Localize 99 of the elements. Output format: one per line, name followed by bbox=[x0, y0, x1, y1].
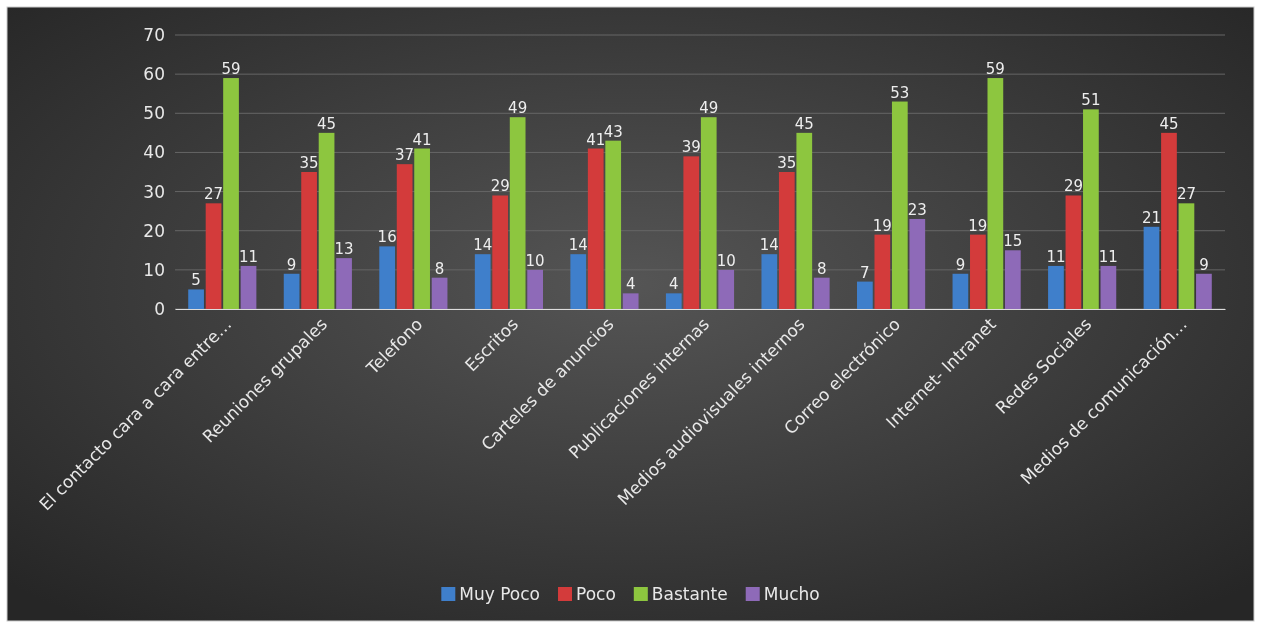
data-label: 10 bbox=[716, 251, 736, 270]
bar bbox=[587, 148, 604, 309]
bar bbox=[665, 293, 682, 309]
data-label: 9 bbox=[955, 255, 966, 274]
data-label: 59 bbox=[221, 60, 241, 79]
data-label: 8 bbox=[434, 259, 445, 278]
bar bbox=[1196, 273, 1212, 309]
bar bbox=[240, 265, 257, 309]
data-label: 19 bbox=[872, 216, 892, 235]
data-label: 45 bbox=[794, 114, 814, 133]
data-label: 14 bbox=[568, 236, 588, 255]
data-label: 45 bbox=[1159, 114, 1179, 133]
y-tick-label: 10 bbox=[143, 259, 165, 280]
bar bbox=[605, 140, 622, 309]
bar bbox=[970, 234, 986, 309]
data-label: 29 bbox=[1063, 177, 1083, 196]
legend-label: Poco bbox=[576, 583, 616, 604]
bar bbox=[952, 273, 969, 309]
bar bbox=[527, 269, 543, 309]
bar bbox=[509, 117, 526, 309]
bar bbox=[414, 148, 430, 309]
bar bbox=[1083, 109, 1099, 309]
data-label: 39 bbox=[681, 138, 701, 157]
data-label: 51 bbox=[1081, 91, 1101, 110]
bar bbox=[570, 254, 587, 309]
data-label: 11 bbox=[238, 247, 259, 266]
data-label: 27 bbox=[204, 185, 224, 204]
data-label: 23 bbox=[907, 200, 927, 219]
data-label: 5 bbox=[191, 271, 201, 290]
bar bbox=[431, 277, 448, 309]
bar bbox=[1178, 203, 1195, 309]
bar bbox=[683, 156, 700, 309]
data-label: 15 bbox=[1003, 232, 1023, 251]
data-label: 59 bbox=[985, 60, 1005, 79]
bar bbox=[1004, 250, 1021, 309]
y-tick-label: 40 bbox=[143, 142, 165, 163]
data-label: 35 bbox=[299, 154, 319, 172]
bar bbox=[761, 254, 778, 309]
data-label: 21 bbox=[1141, 208, 1162, 227]
bar bbox=[379, 246, 396, 309]
data-label: 10 bbox=[525, 251, 545, 270]
bar bbox=[1048, 265, 1064, 309]
data-label: 14 bbox=[759, 236, 779, 255]
data-label: 8 bbox=[816, 259, 827, 278]
bar bbox=[909, 218, 926, 309]
data-label: 11 bbox=[1098, 247, 1118, 266]
data-label: 7 bbox=[860, 263, 870, 282]
bar bbox=[223, 78, 239, 309]
data-label: 27 bbox=[1176, 185, 1196, 204]
bar bbox=[1161, 132, 1177, 309]
y-tick-label: 60 bbox=[143, 64, 165, 85]
bar bbox=[318, 132, 335, 309]
data-label: 53 bbox=[890, 83, 910, 102]
y-tick-label: 0 bbox=[154, 298, 165, 319]
data-label: 16 bbox=[377, 228, 397, 247]
bar bbox=[891, 101, 908, 309]
data-label: 37 bbox=[395, 146, 415, 165]
bar bbox=[336, 258, 352, 309]
data-label: 4 bbox=[625, 275, 636, 294]
data-label: 9 bbox=[1199, 255, 1209, 274]
bar bbox=[778, 172, 795, 309]
legend-label: Bastante bbox=[651, 583, 728, 604]
data-label: 43 bbox=[603, 122, 623, 141]
bar bbox=[718, 269, 735, 309]
data-label: 11 bbox=[1046, 247, 1066, 266]
bar bbox=[1100, 265, 1117, 309]
data-label: 45 bbox=[317, 114, 337, 133]
bar bbox=[622, 293, 639, 309]
data-label: 4 bbox=[669, 275, 679, 294]
y-tick-label: 30 bbox=[143, 181, 165, 202]
data-label: 14 bbox=[473, 236, 493, 255]
y-tick-label: 20 bbox=[143, 220, 165, 241]
bar bbox=[796, 132, 813, 309]
data-label: 13 bbox=[334, 240, 354, 259]
bar bbox=[700, 117, 717, 309]
bar bbox=[1065, 195, 1082, 309]
bar bbox=[874, 234, 891, 309]
bar bbox=[813, 277, 830, 309]
y-tick-label: 50 bbox=[143, 103, 165, 124]
bar bbox=[283, 273, 300, 309]
bar bbox=[857, 281, 873, 309]
legend-label: Muy Poco bbox=[459, 583, 541, 604]
bar bbox=[188, 289, 204, 309]
legend-label: Mucho bbox=[763, 583, 820, 604]
data-label: 19 bbox=[968, 216, 988, 235]
bar bbox=[396, 164, 413, 309]
data-label: 29 bbox=[490, 177, 510, 196]
bar bbox=[301, 172, 317, 309]
bar bbox=[492, 195, 509, 309]
bar bbox=[474, 254, 491, 309]
data-label: 9 bbox=[286, 255, 297, 274]
data-label: 49 bbox=[508, 99, 528, 118]
bar bbox=[205, 203, 222, 309]
data-label: 49 bbox=[699, 99, 719, 118]
data-label: 41 bbox=[412, 130, 432, 149]
bar bbox=[1143, 226, 1160, 309]
bar bbox=[987, 78, 1004, 309]
y-tick-label: 70 bbox=[143, 24, 165, 45]
data-label: 35 bbox=[777, 154, 797, 172]
